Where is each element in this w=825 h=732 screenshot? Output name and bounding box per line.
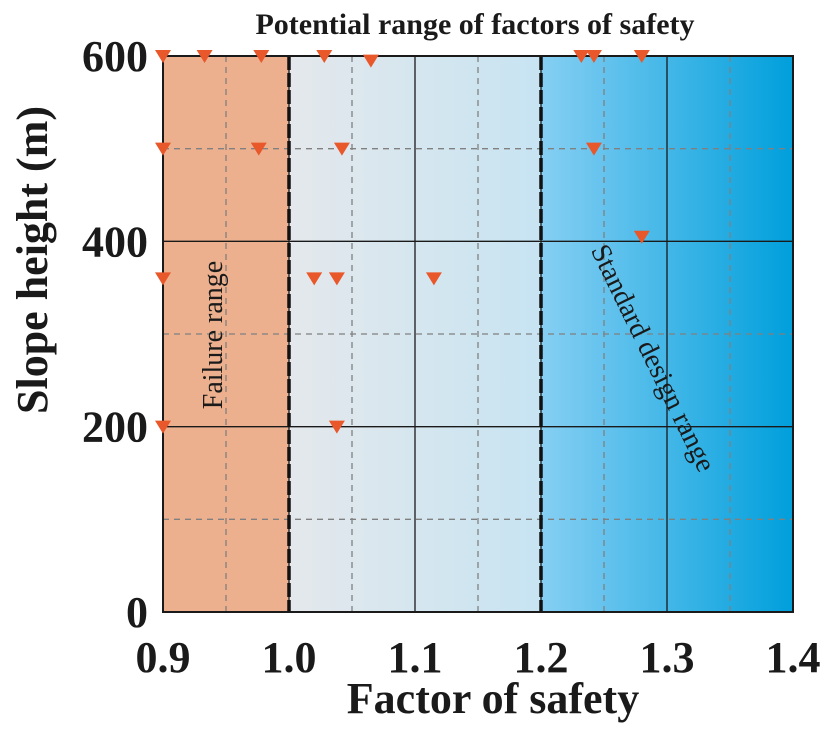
y-axis-title: Slope height (m) (8, 106, 57, 414)
x-tick-label: 1.3 (640, 633, 695, 682)
data-point (155, 142, 171, 156)
chart-title: Potential range of factors of safety (255, 8, 694, 41)
x-tick-label: 1.2 (514, 633, 569, 682)
y-tick-label: 200 (82, 403, 148, 452)
plot-frame (162, 55, 794, 613)
data-point (328, 272, 345, 286)
data-point (196, 50, 213, 63)
y-tick-labels: 0 200 400 600 (82, 32, 148, 637)
data-markers (155, 50, 650, 434)
data-point (306, 272, 323, 286)
y-tick-label: 400 (82, 217, 148, 266)
x-axis-title: Factor of safety (347, 674, 639, 723)
y-tick-label: 600 (82, 32, 148, 81)
data-point (585, 50, 602, 63)
x-tick-label: 1.1 (388, 633, 443, 682)
x-tick-label: 1.4 (766, 633, 821, 682)
data-point (633, 50, 650, 63)
range-boundaries (287, 56, 543, 612)
y-tick-label: 0 (126, 588, 148, 637)
data-point (333, 142, 350, 156)
failure-range-label: Failure range (198, 261, 229, 410)
data-point (316, 50, 333, 63)
minor-gridlines (163, 56, 793, 612)
x-tick-label: 0.9 (136, 633, 191, 682)
data-point (253, 50, 270, 63)
data-point (425, 272, 442, 286)
data-point (155, 272, 171, 286)
x-tick-labels: 0.9 1.0 1.1 1.2 1.3 1.4 (136, 633, 821, 682)
data-point (155, 420, 171, 434)
data-point (573, 50, 590, 63)
data-point (155, 50, 171, 63)
x-tick-label: 1.0 (262, 633, 317, 682)
data-point (362, 54, 379, 68)
data-point (250, 142, 267, 156)
data-point (328, 420, 345, 434)
data-point (585, 142, 602, 156)
data-point (633, 230, 650, 244)
